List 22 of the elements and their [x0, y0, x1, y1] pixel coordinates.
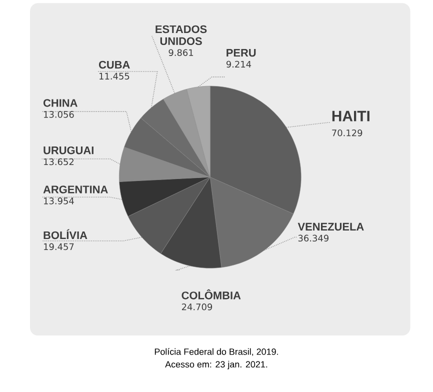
slice-label: URUGUAI [44, 146, 94, 154]
data-label: 13.652 [44, 158, 74, 166]
slice-label: PERU [226, 49, 256, 57]
slice-label: HAITI [332, 110, 370, 122]
data-label: 24.709 [182, 304, 212, 310]
text: Acesso em: 23 jan. 2021. [165, 360, 268, 370]
data-label: 19.457 [44, 243, 74, 250]
slice-label: ESTADOS UNIDOS [156, 25, 207, 46]
data-label: 13.954 [44, 198, 74, 204]
text: Polícia Federal do Brasil, 2019. [154, 348, 278, 356]
slice-label: ARGENTINA [43, 186, 108, 194]
data-label: 11.455 [100, 72, 130, 80]
data-label: 70.129 [332, 129, 362, 136]
data-label: 13.056 [44, 111, 74, 118]
data-label: 9.214 [226, 60, 252, 68]
slice-label: VENEZUELA [298, 222, 364, 231]
slice-label: COLÔMBIA [182, 289, 241, 300]
data-label: 36.349 [298, 234, 328, 242]
slice-label: CHINA [43, 99, 78, 107]
slice-label: CUBA [98, 60, 130, 69]
data-label: 9.861 [168, 49, 194, 56]
slice-label: BOLÍVIA [44, 229, 88, 240]
